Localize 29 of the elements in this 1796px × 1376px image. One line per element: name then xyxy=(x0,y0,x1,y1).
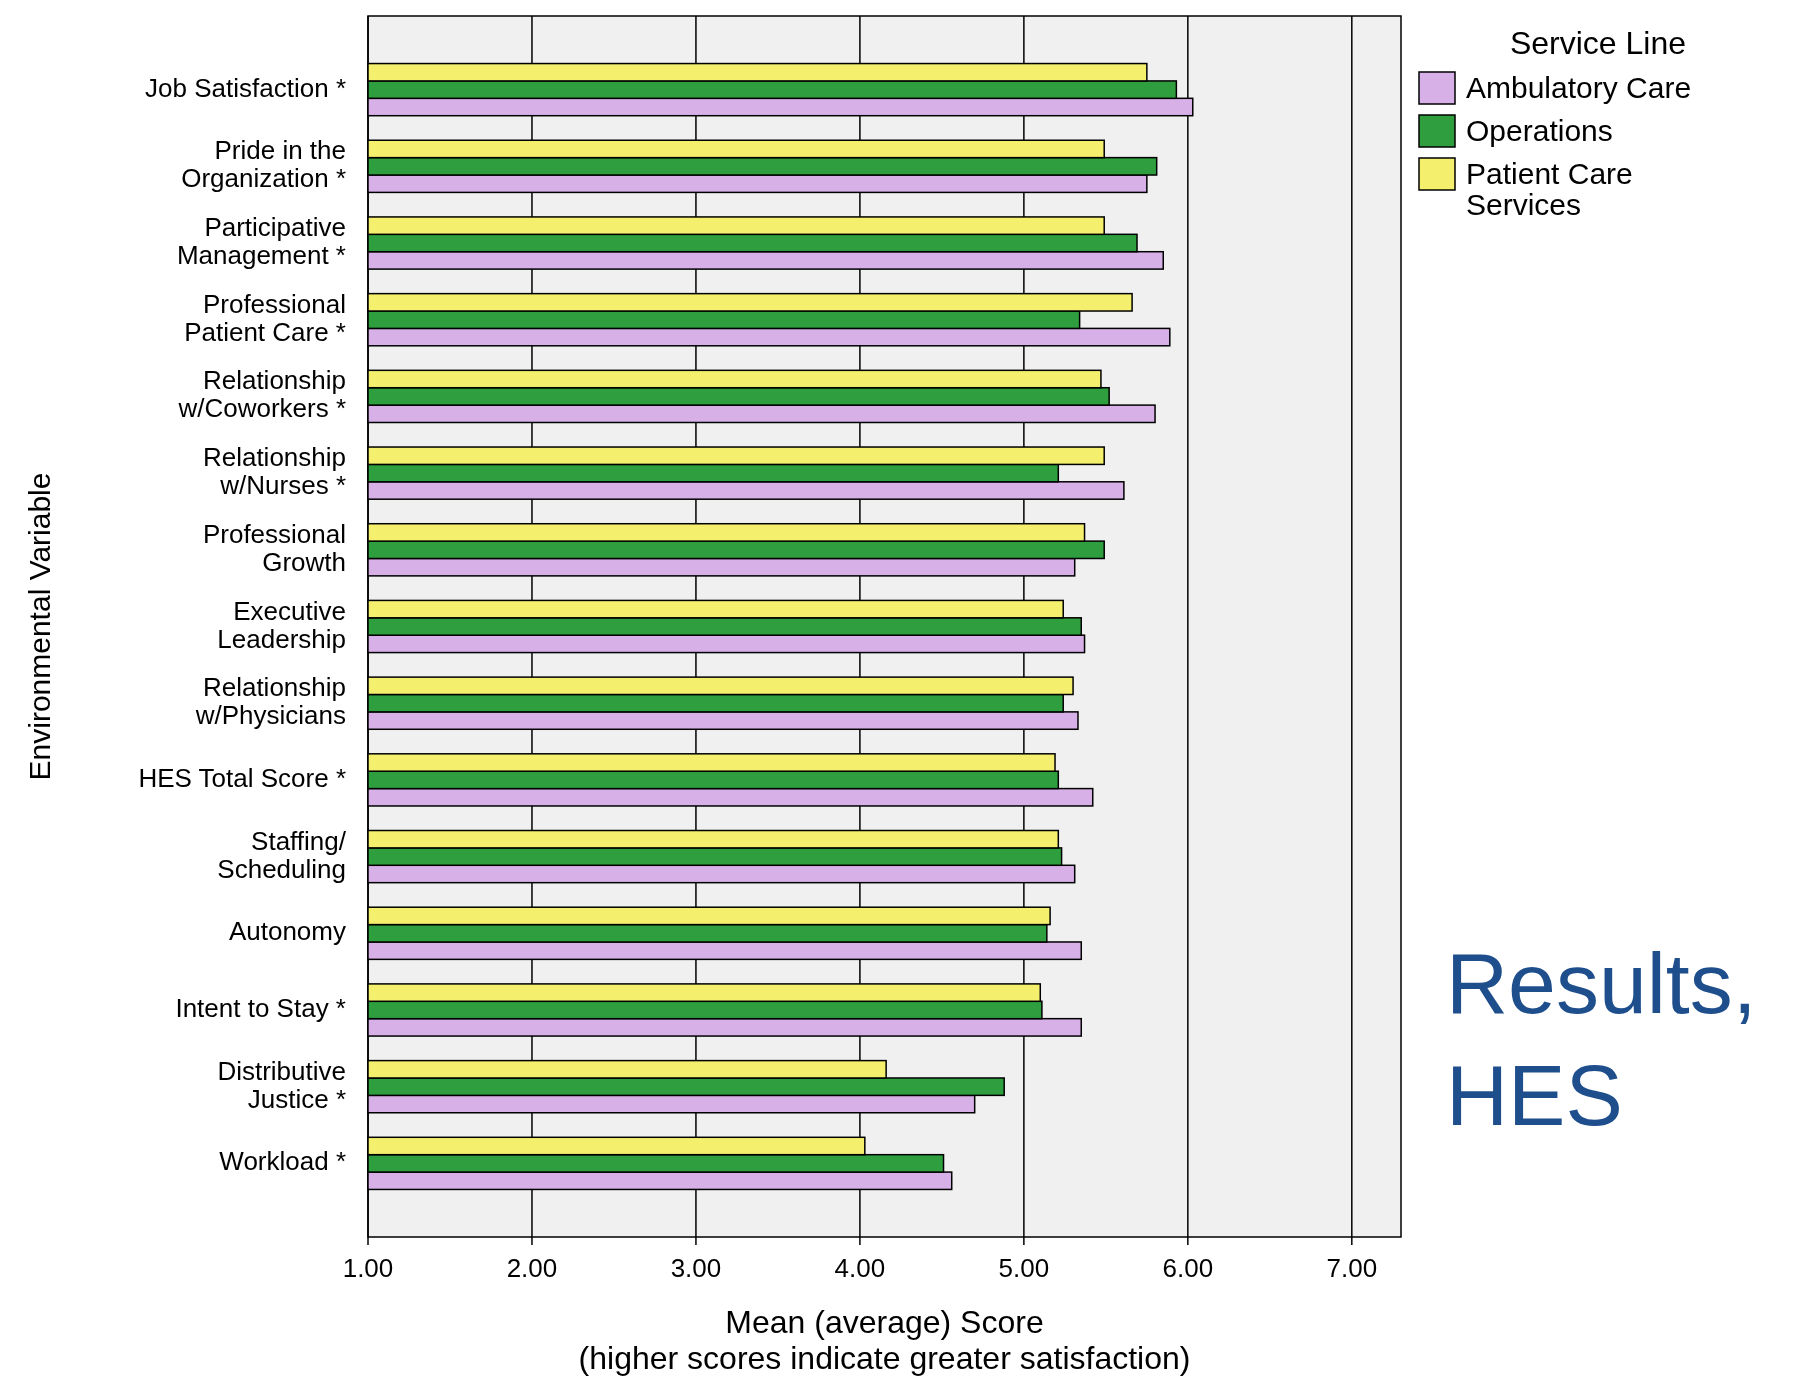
y-tick-label: Participative Management * xyxy=(176,211,346,270)
x-tick-label: 4.00 xyxy=(834,1253,886,1283)
y-tick-label: Autonomy xyxy=(228,916,346,947)
y-tick-label: Professional Patient Care * xyxy=(184,288,346,347)
y-tick-label: Pride in the Organization * xyxy=(181,135,346,194)
x-tick-label: 2.00 xyxy=(506,1253,558,1283)
y-tick-label: Relationship w/Nurses * xyxy=(202,441,346,500)
y-tick-label: Executive Leadership xyxy=(217,595,346,654)
y-tick-label: Relationship w/Coworkers * xyxy=(177,365,346,424)
y-axis-title: Environmental Variable xyxy=(23,472,56,781)
x-tick-label: 6.00 xyxy=(1162,1253,1214,1283)
y-tick-label: Relationship w/Physicians xyxy=(194,672,346,731)
y-tick-label: HES Total Score * xyxy=(138,762,346,793)
x-axis-title: Mean (average) Score (higher scores indicate greater satisfaction) xyxy=(578,1304,1191,1376)
y-tick-label: Professional Growth xyxy=(202,518,346,577)
x-tick-label: 5.00 xyxy=(998,1253,1050,1283)
legend-label: Patient Care Services xyxy=(1466,157,1633,221)
y-tick-label: Staffing/ Scheduling xyxy=(217,825,347,884)
y-tick-label: Workload * xyxy=(219,1146,346,1177)
legend-label: Operations xyxy=(1466,114,1613,147)
y-tick-label: Job Satisfaction * xyxy=(145,72,346,103)
y-tick-label: Distributive Justice * xyxy=(217,1055,346,1114)
x-tick-label: 3.00 xyxy=(670,1253,722,1283)
legend-title: Service Line xyxy=(1509,25,1687,61)
x-tick-label: 1.00 xyxy=(342,1253,394,1283)
y-tick-label: Intent to Stay * xyxy=(175,992,346,1023)
text: Results, HES xyxy=(1446,935,1757,1143)
x-tick-label: 7.00 xyxy=(1326,1253,1378,1283)
legend-label: Ambulatory Care xyxy=(1466,71,1692,104)
